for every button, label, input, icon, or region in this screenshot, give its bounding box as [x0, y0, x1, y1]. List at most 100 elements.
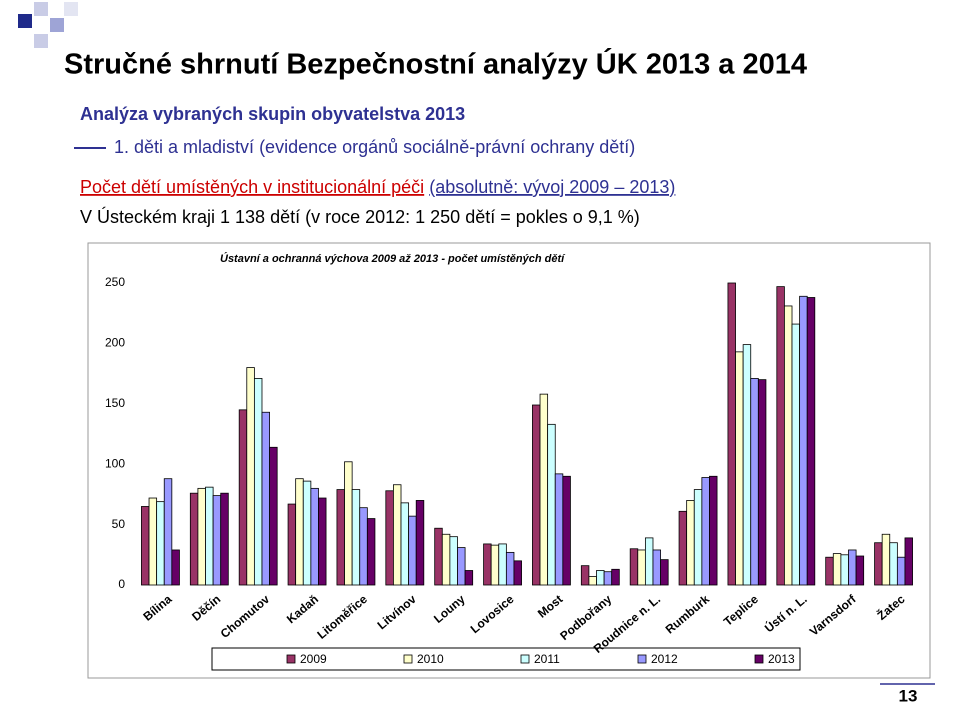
bar	[832, 553, 842, 586]
bar	[310, 487, 319, 586]
bar	[742, 344, 752, 586]
bar	[385, 490, 394, 586]
logo	[64, 2, 78, 16]
bar	[580, 565, 590, 586]
legend	[211, 647, 801, 671]
bar	[791, 323, 801, 586]
bar	[415, 500, 425, 586]
bar	[539, 393, 549, 586]
legend-swatch	[637, 654, 647, 664]
bar	[660, 559, 669, 586]
bar	[693, 489, 703, 586]
legend-label: 2011	[534, 652, 560, 666]
y-tick-label: 100	[105, 456, 125, 470]
bar	[483, 543, 492, 586]
bar	[799, 295, 808, 586]
bar	[896, 556, 906, 586]
bar	[588, 576, 597, 586]
bar	[596, 570, 605, 586]
y-tick-label: 150	[105, 396, 125, 410]
bar	[776, 286, 785, 586]
bar	[881, 533, 891, 586]
bar	[750, 378, 759, 586]
bar	[686, 500, 695, 586]
logo	[50, 18, 64, 32]
bar	[238, 409, 248, 586]
bar	[547, 423, 556, 586]
logo	[18, 14, 32, 28]
bar	[498, 543, 507, 586]
slide-title: Stručné shrnutí Bezpečnostní analýzy ÚK …	[64, 47, 807, 81]
bar	[652, 549, 661, 586]
bar	[261, 411, 270, 586]
y-tick-label: 200	[105, 336, 125, 350]
bar	[464, 570, 474, 586]
bar	[806, 297, 816, 586]
bar	[505, 551, 515, 586]
heading-red: Počet dětí umístěných v institucionální …	[80, 177, 424, 197]
bar	[735, 351, 744, 586]
page-number: 13	[899, 686, 918, 705]
bar	[441, 533, 451, 586]
y-tick-label: 50	[112, 517, 126, 531]
bar	[163, 478, 173, 586]
bar	[727, 282, 736, 586]
legend-swatch	[403, 654, 413, 664]
heading: Počet dětí umístěných v institucionální …	[80, 177, 675, 197]
bar	[220, 492, 229, 586]
bar	[246, 367, 255, 586]
bar	[212, 495, 222, 586]
bar	[344, 461, 353, 586]
bar	[189, 492, 199, 586]
y-tick-label: 250	[105, 275, 125, 289]
bar	[148, 497, 158, 586]
legend-label: 2012	[651, 652, 678, 666]
legend-swatch	[520, 654, 530, 664]
y-tick-label: 0	[118, 577, 125, 591]
bar	[889, 542, 898, 586]
bar	[434, 527, 443, 586]
bar	[156, 501, 165, 586]
bar	[513, 560, 522, 586]
bar	[408, 515, 417, 586]
bar	[141, 506, 150, 586]
bar	[318, 497, 327, 586]
bar	[269, 446, 278, 586]
bar	[709, 475, 718, 586]
legend-label: 2009	[300, 652, 327, 666]
legend-swatch	[754, 654, 764, 664]
bar	[701, 477, 710, 586]
bar	[457, 547, 466, 586]
legend-label: 2013	[768, 652, 795, 666]
summary: V Ústeckém kraji 1 138 dětí (v roce 2012…	[80, 206, 640, 227]
heading-blue: (absolutně: vývoj 2009 – 2013)	[429, 177, 675, 197]
bar	[359, 507, 368, 586]
chart-title: Ústavní a ochranná výchova 2009 až 2013 …	[220, 252, 566, 265]
bar	[562, 475, 571, 586]
bar	[336, 489, 345, 586]
bar	[400, 502, 410, 586]
bar	[637, 549, 646, 586]
bar	[855, 555, 865, 586]
bar	[840, 554, 849, 586]
bar	[874, 542, 883, 586]
bar	[603, 571, 613, 586]
legend-label: 2010	[417, 652, 444, 666]
bullet: 1. děti a mladiství (evidence orgánů soc…	[114, 137, 635, 157]
bar	[554, 473, 564, 586]
bar	[629, 548, 639, 586]
bar	[197, 487, 206, 586]
bar	[366, 518, 376, 586]
bar	[757, 379, 767, 586]
subtitle: Analýza vybraných skupin obyvatelstva 20…	[80, 104, 465, 124]
bar	[784, 305, 793, 586]
bar	[253, 378, 263, 586]
bar	[351, 489, 361, 586]
bar	[532, 404, 541, 586]
bar	[295, 478, 304, 586]
logo	[34, 2, 48, 16]
bar	[490, 544, 500, 586]
bar	[449, 536, 458, 586]
